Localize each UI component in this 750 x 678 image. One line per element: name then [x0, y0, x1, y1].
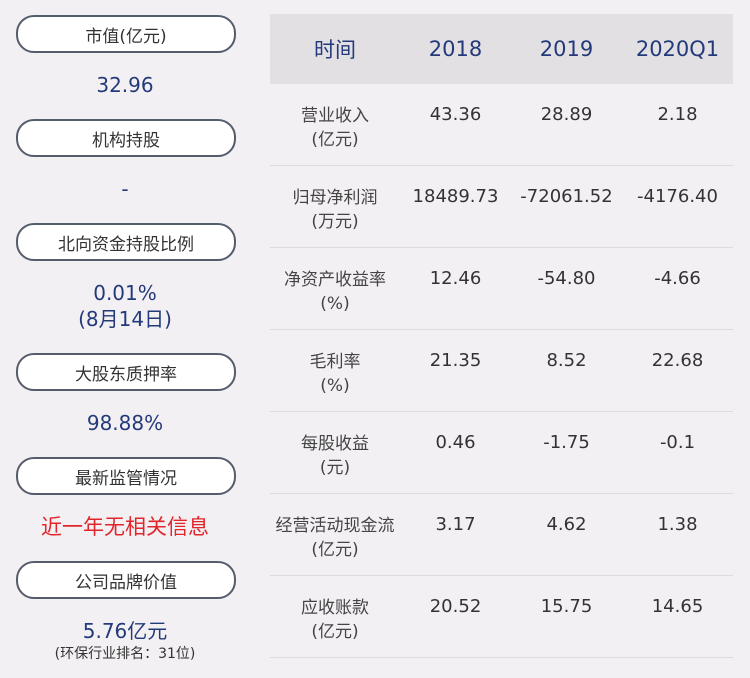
table-cell: 22.68 [651, 350, 704, 371]
table-row: 经营活动现金流 (亿元) 3.17 4.62 1.38 [270, 494, 733, 576]
table-cell: 18489.73 [412, 186, 499, 207]
table-cell: 1.38 [657, 514, 698, 535]
table-header: 时间 2018 2019 2020Q1 [270, 14, 733, 84]
brand-rank: (环保行业排名：31位) [54, 646, 196, 662]
pledge-rate-value: 98.88% [86, 411, 164, 435]
northbound-holding-value: 0.01% (8月14日) [0, 280, 250, 332]
header-year: 2018 [428, 37, 483, 61]
northbound-date: (8月14日) [78, 307, 172, 331]
institution-holding-label: 机构持股 [16, 119, 236, 157]
table-cell: -4176.40 [637, 186, 718, 207]
table-cell: 28.89 [540, 104, 593, 125]
stock-summary-panel: 市值(亿元) 32.96 机构持股 - 北向资金持股比例 0.01% (8月14… [0, 0, 250, 678]
regulation-label: 最新监管情况 [16, 457, 236, 495]
table-cell: 21.35 [429, 350, 482, 371]
table-cell: 14.65 [651, 596, 704, 617]
row-label: 毛利率 (%) [309, 352, 361, 396]
table-cell: 2.18 [657, 104, 698, 125]
northbound-percent: 0.01% [93, 281, 157, 305]
institution-holding-value: - [121, 177, 129, 201]
table-cell: 20.52 [429, 596, 482, 617]
header-year: 2019 [539, 37, 594, 61]
table-cell: 15.75 [540, 596, 593, 617]
table-row: 每股收益 (元) 0.46 -1.75 -0.1 [270, 412, 733, 494]
table-cell: 3.17 [435, 514, 476, 535]
market-cap-label: 市值(亿元) [16, 15, 236, 53]
header-time: 时间 [314, 38, 356, 62]
table-cell: 43.36 [429, 104, 482, 125]
row-label: 净资产收益率 (%) [284, 270, 386, 314]
table-row: 营业收入 (亿元) 43.36 28.89 2.18 [270, 84, 733, 166]
row-label: 经营活动现金流 (亿元) [275, 516, 395, 560]
regulation-value: 近一年无相关信息 [41, 515, 209, 539]
table-cell: -72061.52 [520, 186, 613, 207]
table-row: 净资产收益率 (%) 12.46 -54.80 -4.66 [270, 248, 733, 330]
table-row: 归母净利润 (万元) 18489.73 -72061.52 -4176.40 [270, 166, 733, 248]
row-label: 归母净利润 (万元) [292, 188, 378, 232]
financial-table: 时间 2018 2019 2020Q1 营业收入 (亿元) 43.36 28.89… [270, 14, 733, 658]
table-row: 毛利率 (%) 21.35 8.52 22.68 [270, 330, 733, 412]
table-cell: 4.62 [546, 514, 587, 535]
pledge-rate-label: 大股东质押率 [16, 353, 236, 391]
table-cell: 12.46 [429, 268, 482, 289]
market-cap-value: 32.96 [96, 73, 154, 97]
table-cell: 8.52 [546, 350, 587, 371]
header-year: 2020Q1 [635, 37, 720, 61]
brand-value: 5.76亿元 (环保行业排名：31位) [0, 618, 250, 664]
brand-value-label: 公司品牌价值 [16, 561, 236, 599]
table-cell: -1.75 [543, 432, 590, 453]
row-label: 应收账款 (亿元) [301, 598, 369, 642]
row-label: 每股收益 (元) [301, 434, 369, 478]
northbound-holding-label: 北向资金持股比例 [16, 223, 236, 261]
table-cell: -54.80 [537, 268, 596, 289]
row-label: 营业收入 (亿元) [301, 106, 369, 150]
table-row: 应收账款 (亿元) 20.52 15.75 14.65 [270, 576, 733, 658]
table-cell: -4.66 [654, 268, 701, 289]
brand-value-amount: 5.76亿元 [82, 619, 168, 643]
table-cell: -0.1 [659, 432, 696, 453]
table-cell: 0.46 [435, 432, 476, 453]
